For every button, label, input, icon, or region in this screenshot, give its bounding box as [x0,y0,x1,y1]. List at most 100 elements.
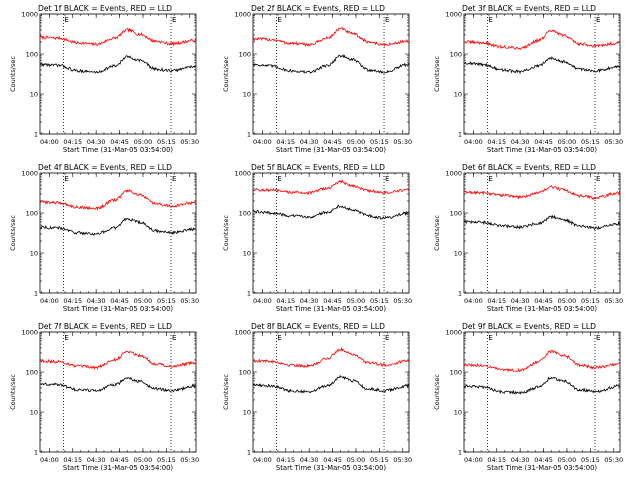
x-tick-label: 04:45 [110,138,129,146]
detector-panel-2: Det 2f BLACK = Events, RED = LLD 1 10 100 10… [222,4,412,154]
x-tick-label: 04:45 [323,456,342,464]
x-tick-label: 04:30 [300,456,319,464]
y-tick-label: 100 [450,51,462,59]
event-marker-label: E [488,334,492,342]
x-tick-label: 04:45 [534,297,553,305]
x-tick-label: 05:00 [134,138,153,146]
y-axis-label: Counts/sec [222,374,230,410]
events-series-line [252,374,410,394]
event-marker-label: E [277,175,281,183]
y-tick-label: 10 [243,409,251,417]
x-tick-label: 05:30 [393,297,412,305]
y-tick-label: 10 [30,409,38,417]
x-axis-label: Start Time (31-Mar-05 03:54:00) [276,464,386,472]
lld-series-line [463,29,621,51]
detector-panel-5: Det 5f BLACK = Events, RED = LLD 1 10 100 10… [222,163,412,313]
x-tick-label: 04:30 [300,297,319,305]
y-tick-label: 1000 [21,170,38,178]
event-marker-label: E [596,16,600,24]
x-tick-label: 04:00 [40,456,59,464]
y-tick-label: 1 [247,449,251,457]
event-marker-label: E [64,334,68,342]
event-marker-label: E [385,334,389,342]
y-tick-label: 1000 [234,11,251,19]
x-tick-label: 04:45 [534,456,553,464]
lld-series-line [39,188,197,212]
event-marker-label: E [385,175,389,183]
x-tick-label: 05:15 [157,456,176,464]
y-tick-label: 1 [458,131,462,139]
x-tick-label: 05:30 [180,456,199,464]
x-tick-label: 04:00 [40,297,59,305]
x-tick-label: 04:45 [110,456,129,464]
x-tick-label: 04:15 [276,297,295,305]
y-tick-label: 10 [30,250,38,258]
events-series-line [463,214,621,231]
x-axis-label: Start Time (31-Mar-05 03:54:00) [487,146,597,154]
event-marker-label: E [488,16,492,24]
detector-panel-6: Det 6f BLACK = Events, RED = LLD 1 10 100 10… [433,163,623,313]
lld-series-line [39,350,197,370]
y-tick-label: 10 [243,91,251,99]
chart-title: Det 4f BLACK = Events, RED = LLD [38,163,172,172]
x-tick-label: 05:30 [604,297,623,305]
detector-panel-9: Det 9f BLACK = Events, RED = LLD 1 10 100 10… [433,322,623,472]
y-tick-label: 10 [30,91,38,99]
y-tick-label: 1 [34,131,38,139]
x-tick-label: 04:30 [300,138,319,146]
x-tick-label: 04:15 [63,138,82,146]
x-tick-label: 05:15 [370,138,389,146]
y-tick-label: 100 [239,51,251,59]
lld-series-line [39,27,197,47]
x-tick-label: 05:15 [370,456,389,464]
plot-frame [252,172,410,294]
chart-title: Det 2f BLACK = Events, RED = LLD [251,4,385,13]
lld-series-line [463,349,621,373]
y-axis-label: Counts/sec [222,215,230,251]
event-marker-label: E [488,175,492,183]
y-axis-label: Counts/sec [433,374,441,410]
x-tick-label: 04:15 [276,456,295,464]
y-axis-label: Counts/sec [433,215,441,251]
detector-panel-3: Det 3f BLACK = Events, RED = LLD 1 10 100 10… [433,4,623,154]
y-tick-label: 100 [450,210,462,218]
events-series-line [252,204,410,220]
lld-series-line [253,346,410,368]
x-tick-label: 04:00 [40,138,59,146]
plot-frame [39,172,197,294]
x-tick-label: 05:30 [180,138,199,146]
x-axis-label: Start Time (31-Mar-05 03:54:00) [63,305,173,313]
plot-frame [463,13,621,135]
x-tick-label: 04:15 [487,138,506,146]
event-marker-label: E [64,16,68,24]
x-tick-label: 04:00 [253,297,272,305]
chart-title: Det 3f BLACK = Events, RED = LLD [462,4,596,13]
y-tick-label: 100 [239,210,251,218]
y-tick-label: 100 [239,369,251,377]
y-tick-label: 1000 [234,170,251,178]
events-series-line [39,55,197,74]
y-tick-label: 10 [454,250,462,258]
y-tick-label: 1000 [234,329,251,337]
x-tick-label: 04:15 [487,297,506,305]
x-tick-label: 04:45 [110,297,129,305]
x-tick-label: 05:00 [558,456,577,464]
x-tick-label: 04:00 [253,138,272,146]
x-axis-label: Start Time (31-Mar-05 03:54:00) [276,305,386,313]
y-tick-label: 1 [34,290,38,298]
x-tick-label: 04:15 [276,138,295,146]
y-axis-label: Counts/sec [9,374,17,410]
chart-title: Det 9f BLACK = Events, RED = LLD [462,322,596,331]
x-tick-label: 04:15 [487,456,506,464]
event-marker-label: E [596,334,600,342]
x-tick-label: 04:30 [511,138,530,146]
y-tick-label: 1000 [445,170,462,178]
event-marker-label: E [277,16,281,24]
x-tick-label: 05:30 [604,138,623,146]
event-marker-label: E [172,334,176,342]
x-tick-label: 04:30 [87,456,106,464]
x-tick-label: 05:00 [347,297,366,305]
chart-title: Det 6f BLACK = Events, RED = LLD [462,163,596,172]
y-tick-label: 10 [454,91,462,99]
